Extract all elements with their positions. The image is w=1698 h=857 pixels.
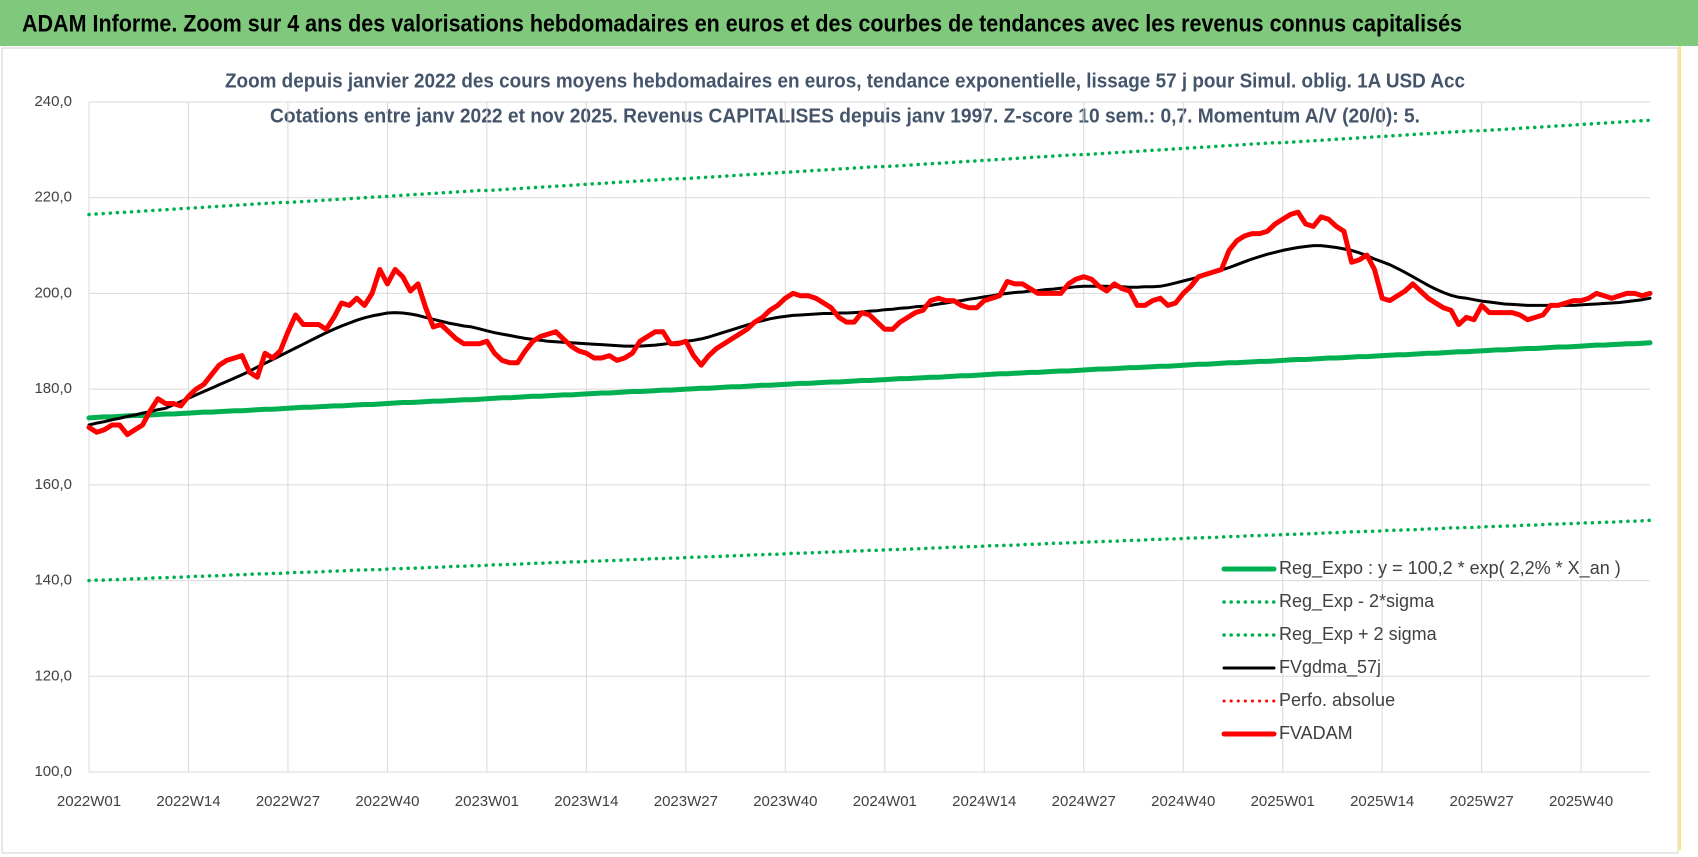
- y-tick-label: 220,0: [34, 189, 72, 206]
- legend-label: Perfo. absolue: [1279, 690, 1395, 710]
- y-tick-label: 140,0: [34, 572, 72, 589]
- series-line: [87, 244, 1652, 427]
- x-tick-label: 2023W27: [654, 793, 718, 810]
- chart-title: Zoom depuis janvier 2022 des cours moyen…: [225, 70, 1465, 92]
- plot: [86, 118, 1653, 583]
- series-line: [86, 340, 1653, 421]
- legend-label: Reg_Exp + 2 sigma: [1279, 624, 1438, 645]
- y-tick-label: 200,0: [34, 284, 72, 301]
- x-tick-label: 2022W40: [355, 793, 419, 810]
- legend-label: Reg_Expo : y = 100,2 * exp( 2,2% * X_an …: [1279, 558, 1621, 579]
- chart-subtitle: Cotations entre janv 2022 et nov 2025. R…: [270, 105, 1420, 127]
- page-title: ADAM Informe. Zoom sur 4 ans des valoris…: [22, 10, 1462, 37]
- y-tick-label: 240,0: [34, 93, 72, 110]
- y-tick-label: 120,0: [34, 667, 72, 684]
- chart-frame: [1, 47, 1679, 854]
- y-tick-label: 180,0: [34, 380, 72, 397]
- legend-label: FVADAM: [1279, 723, 1353, 743]
- legend-label: FVgdma_57j: [1279, 657, 1381, 678]
- grid: 100,0 120,0 140,0 160,0 180,0 200,0 220,0 240,0…: [34, 93, 1650, 810]
- x-tick-label: 2024W40: [1151, 793, 1215, 810]
- x-tick-label: 2022W01: [57, 793, 121, 810]
- x-tick-label: 2022W14: [156, 793, 220, 810]
- x-tick-label: 2025W01: [1251, 793, 1315, 810]
- x-tick-label: 2024W14: [952, 793, 1016, 810]
- x-tick-label: 2025W14: [1350, 793, 1414, 810]
- series-line: [86, 209, 1653, 438]
- legend-label: Reg_Exp - 2*sigma: [1279, 591, 1435, 612]
- legend: Reg_Expo : y = 100,2 * exp( 2,2% * X_an …: [1221, 558, 1621, 743]
- x-tick-label: 2024W27: [1052, 793, 1116, 810]
- x-tick-label: 2022W27: [256, 793, 320, 810]
- x-tick-label: 2024W01: [853, 793, 917, 810]
- y-tick-label: 100,0: [34, 763, 72, 780]
- x-tick-label: 2025W40: [1549, 793, 1613, 810]
- title-bar: [0, 0, 1698, 46]
- x-tick-label: 2023W01: [455, 793, 519, 810]
- y-tick-label: 160,0: [34, 476, 72, 493]
- x-tick-label: 2023W14: [554, 793, 618, 810]
- series-line: [87, 518, 1652, 583]
- series-line: [87, 118, 1652, 217]
- x-tick-label: 2023W40: [753, 793, 817, 810]
- x-tick-label: 2025W27: [1450, 793, 1514, 810]
